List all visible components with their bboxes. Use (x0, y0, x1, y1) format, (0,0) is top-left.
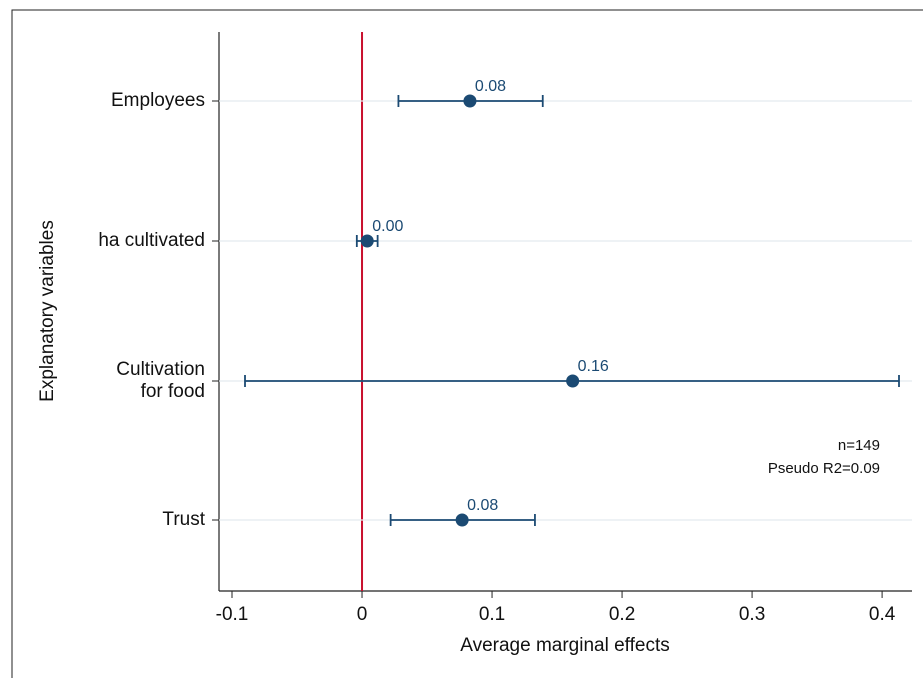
y-tick-label: Trust (162, 509, 205, 530)
y-tick-label: ha cultivated (98, 230, 205, 251)
x-tick-label: 0.4 (869, 604, 896, 625)
x-tick-label: 0.2 (609, 604, 635, 625)
frame (11, 9, 923, 678)
point (360, 234, 374, 248)
value-label: 0.00 (372, 218, 403, 235)
point (566, 374, 580, 388)
x-axis-label: Average marginal effects (460, 635, 669, 656)
x-tick-label: 0.1 (479, 604, 505, 625)
y-axis-label: Explanatory variables (37, 220, 58, 402)
annotation: n=149 (838, 437, 880, 454)
value-label: 0.08 (467, 497, 498, 514)
y-tick-label: Employees (111, 90, 205, 111)
point (455, 513, 469, 527)
point (463, 94, 477, 108)
x-tick-label: -0.1 (216, 604, 249, 625)
y-tick-label: Cultivation for food (116, 359, 205, 402)
value-label: 0.08 (475, 78, 506, 95)
annotation: Pseudo R2=0.09 (768, 460, 880, 477)
x-tick-label: 0.3 (739, 604, 765, 625)
x-tick-label: 0 (357, 604, 368, 625)
value-label: 0.16 (578, 358, 609, 375)
